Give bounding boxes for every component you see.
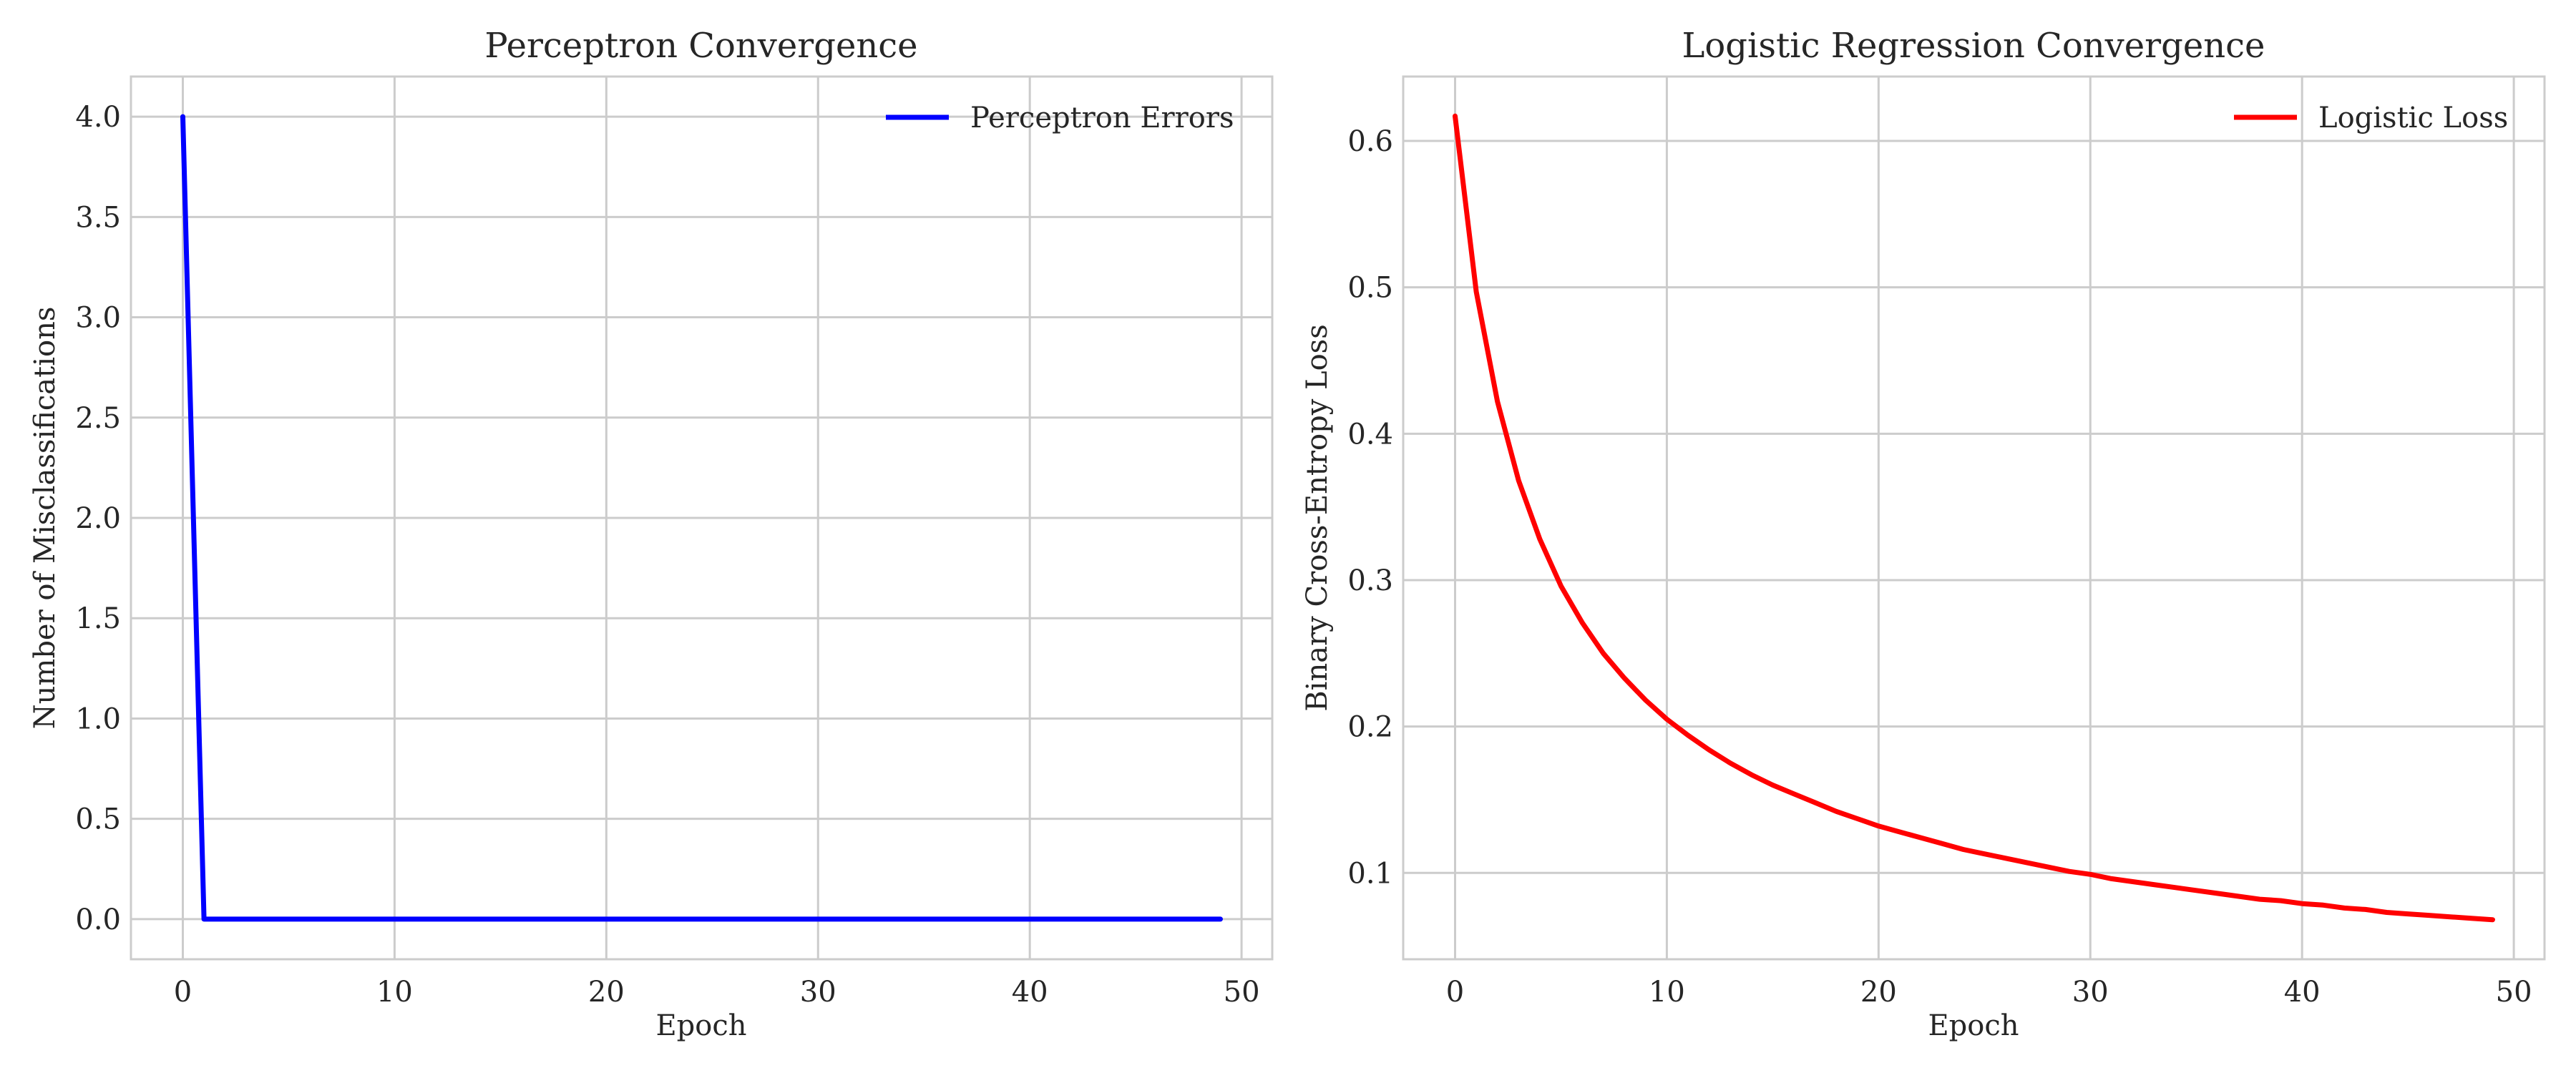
logistic-y-ticks: 0.1 0.2 0.3 0.4 0.5 0.6 <box>1347 125 1393 890</box>
logistic-x-tick-label: 10 <box>1649 976 1685 1009</box>
logistic-grid <box>1403 77 2545 959</box>
logistic-x-axis-label: Epoch <box>1928 1009 2019 1042</box>
logistic-y-tick-label: 0.4 <box>1347 418 1393 451</box>
logistic-y-tick-label: 0.2 <box>1347 711 1393 744</box>
perceptron-x-ticks: 0 10 20 30 40 50 <box>174 976 1260 1009</box>
perceptron-y-axis-label: Number of Misclassifications <box>29 307 62 730</box>
logistic-x-tick-label: 20 <box>1860 976 1897 1009</box>
perceptron-y-tick-label: 4.0 <box>75 101 121 134</box>
logistic-plot-area <box>1402 75 2546 961</box>
logistic-legend: Logistic Loss <box>2234 102 2508 134</box>
logistic-x-tick-label: 50 <box>2496 976 2532 1009</box>
logistic-x-tick-label: 30 <box>2072 976 2109 1009</box>
perceptron-x-tick-label: 40 <box>1012 976 1048 1009</box>
perceptron-x-tick-label: 30 <box>800 976 836 1009</box>
logistic-series-group <box>1453 113 2495 923</box>
perceptron-series-line <box>180 114 1223 922</box>
logistic-series-line <box>1453 113 2495 923</box>
perceptron-y-tick-label: 2.5 <box>75 402 121 435</box>
perceptron-x-tick-label: 20 <box>588 976 625 1009</box>
logistic-y-tick-label: 0.5 <box>1347 272 1393 305</box>
perceptron-chart-title: Perceptron Convergence <box>484 26 917 66</box>
perceptron-grid <box>131 77 1272 959</box>
logistic-y-tick-label: 0.3 <box>1347 564 1393 597</box>
perceptron-x-tick-label: 10 <box>376 976 413 1009</box>
logistic-chart-title: Logistic Regression Convergence <box>1682 26 2265 66</box>
perceptron-series-group <box>180 114 1223 922</box>
perceptron-chart-panel: 0 10 20 30 40 50 0.00.51.01.52.02.53.03.54.0 … <box>29 26 1274 1042</box>
logistic-x-tick-label: 40 <box>2284 976 2321 1009</box>
perceptron-y-tick-label: 1.0 <box>75 702 121 735</box>
perceptron-y-tick-label: 0.5 <box>75 803 121 836</box>
logistic-chart-panel: 0 10 20 30 40 50 0.1 0.2 0.3 0.4 0.5 0.6 Logistic … <box>1301 26 2546 1042</box>
perceptron-x-tick-label: 0 <box>174 976 192 1009</box>
logistic-x-ticks: 0 10 20 30 40 50 <box>1446 976 2532 1009</box>
perceptron-y-tick-label: 3.0 <box>75 302 121 335</box>
perceptron-x-tick-label: 50 <box>1224 976 1260 1009</box>
logistic-legend-label: Logistic Loss <box>2318 102 2508 134</box>
logistic-y-tick-label: 0.1 <box>1347 857 1393 890</box>
perceptron-y-tick-label: 2.0 <box>75 502 121 535</box>
perceptron-legend-label: Perceptron Errors <box>970 102 1234 134</box>
logistic-x-tick-label: 0 <box>1446 976 1464 1009</box>
perceptron-y-tick-label: 1.5 <box>75 602 121 635</box>
perceptron-x-axis-label: Epoch <box>655 1009 746 1042</box>
logistic-y-axis-label: Binary Cross-Entropy Loss <box>1301 324 1334 711</box>
perceptron-y-tick-label: 0.0 <box>75 903 121 936</box>
perceptron-legend: Perceptron Errors <box>886 102 1234 134</box>
perceptron-y-ticks: 0.0 0.5 1.0 1.5 2.0 2.5 3.0 3.5 4.0 <box>75 101 121 936</box>
perceptron-y-tick-label: 3.5 <box>75 201 121 234</box>
logistic-y-tick-label: 0.6 <box>1347 125 1393 158</box>
